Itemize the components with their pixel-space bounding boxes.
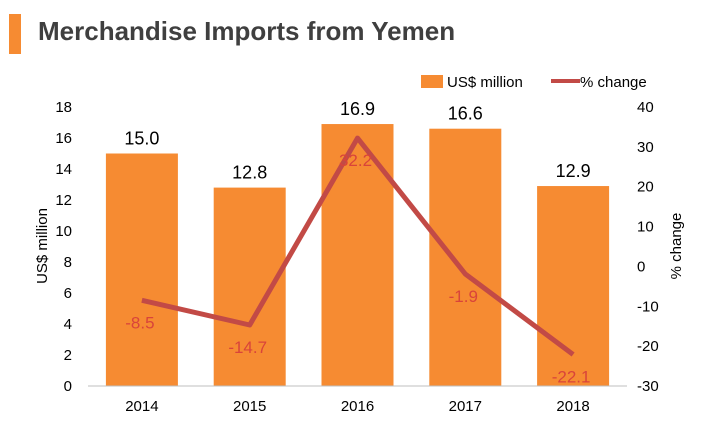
y2-tick-label-5: 20 — [637, 179, 654, 196]
bar-value-label-2017: 16.6 — [448, 104, 483, 124]
y2-tick-label-3: 0 — [637, 258, 645, 275]
y2-tick-label-7: 40 — [637, 99, 654, 116]
legend-bar-swatch — [421, 75, 443, 88]
left-axis: 0 2 4 6 8 10 12 14 16 18 — [55, 99, 72, 395]
line-value-label-2014: -8.5 — [125, 313, 154, 332]
y-tick-label-0: 0 — [64, 378, 72, 395]
chart-title: Merchandise Imports from Yemen — [38, 16, 456, 46]
y-tick-label-3: 6 — [64, 285, 72, 302]
line-value-label-2015: -14.7 — [228, 338, 267, 357]
y2-axis-label: % change — [668, 213, 685, 280]
x-tick-label-2017: 2017 — [449, 398, 482, 415]
x-tick-label-2015: 2015 — [233, 398, 266, 415]
y2-tick-label-2: -10 — [637, 298, 659, 315]
right-axis: -30 -20 -10 0 10 20 30 40 — [637, 99, 659, 395]
y-tick-label-5: 10 — [55, 223, 72, 240]
legend-line-label: % change — [580, 74, 647, 91]
bar-2017 — [429, 128, 502, 386]
y-axis-label: US$ million — [34, 208, 51, 284]
y-tick-label-8: 16 — [55, 130, 72, 147]
y-tick-label-9: 18 — [55, 99, 72, 116]
y2-tick-label-6: 30 — [637, 139, 654, 156]
line-labels: -8.5 -14.7 32.2 -1.9 -22.1 — [125, 137, 591, 387]
y2-tick-label-0: -30 — [637, 378, 659, 395]
legend-bar-label: US$ million — [447, 74, 523, 91]
x-axis: 2014 2015 2016 2017 2018 — [125, 398, 590, 415]
y-tick-label-2: 4 — [64, 316, 72, 333]
bar-value-label-2018: 12.9 — [556, 161, 591, 181]
line-value-label-2018: -22.1 — [552, 368, 591, 387]
bar-value-label-2014: 15.0 — [124, 129, 159, 149]
y2-tick-label-4: 10 — [637, 219, 654, 236]
y2-tick-label-1: -20 — [637, 338, 659, 355]
title-accent-bar — [9, 14, 21, 54]
legend: US$ million % change — [421, 74, 647, 91]
bar-2018 — [537, 186, 610, 386]
y-tick-label-6: 12 — [55, 192, 72, 209]
y-tick-label-7: 14 — [55, 161, 72, 178]
bar-value-label-2016: 16.9 — [340, 99, 375, 119]
line-value-label-2016: 32.2 — [339, 151, 372, 170]
x-tick-label-2016: 2016 — [341, 398, 374, 415]
x-tick-label-2018: 2018 — [556, 398, 589, 415]
y-tick-label-4: 8 — [64, 254, 72, 271]
y-tick-label-1: 2 — [64, 347, 72, 364]
bar-2014 — [105, 153, 178, 386]
line-value-label-2017: -1.9 — [449, 287, 478, 306]
x-tick-label-2014: 2014 — [125, 398, 158, 415]
bar-labels: 15.0 12.8 16.9 16.6 12.9 — [124, 99, 590, 183]
bar-value-label-2015: 12.8 — [232, 163, 267, 183]
